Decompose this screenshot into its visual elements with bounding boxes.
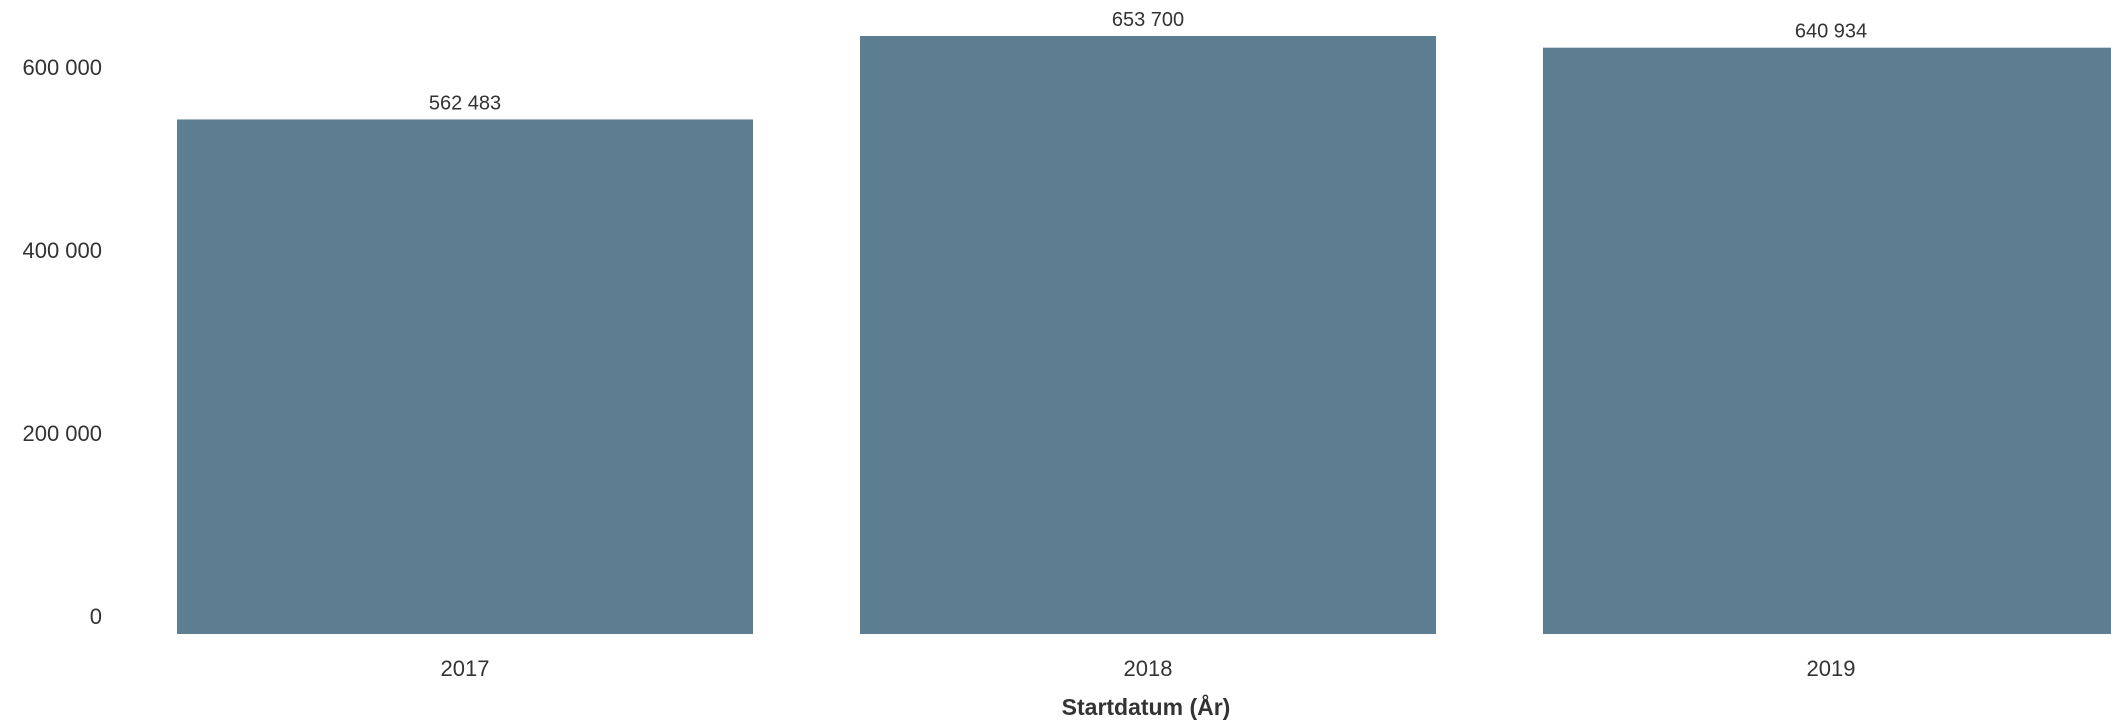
y-tick-label-400000: 400 000 xyxy=(22,238,102,263)
y-tick-label-600000: 600 000 xyxy=(22,55,102,80)
x-axis-ticks: 2017 2018 2019 xyxy=(441,656,1856,681)
y-axis-ticks: 0 200 000 400 000 600 000 xyxy=(22,55,102,629)
bar-2017 xyxy=(177,119,753,635)
bar-2018 xyxy=(860,36,1436,634)
x-tick-label-2019: 2019 xyxy=(1807,656,1856,681)
y-tick-label-0: 0 xyxy=(90,604,102,629)
data-label-2018: 653 700 xyxy=(1112,9,1184,31)
data-labels: 562 483 653 700 640 934 xyxy=(429,9,1867,114)
data-label-2019: 640 934 xyxy=(1795,21,1867,43)
x-axis-title: Startdatum (År) xyxy=(1062,693,1231,720)
x-tick-label-2017: 2017 xyxy=(441,656,490,681)
y-tick-label-200000: 200 000 xyxy=(22,421,102,446)
bar-2019 xyxy=(1543,47,2111,635)
x-tick-label-2018: 2018 xyxy=(1124,656,1173,681)
bars xyxy=(177,36,2111,635)
data-label-2017: 562 483 xyxy=(429,92,501,114)
